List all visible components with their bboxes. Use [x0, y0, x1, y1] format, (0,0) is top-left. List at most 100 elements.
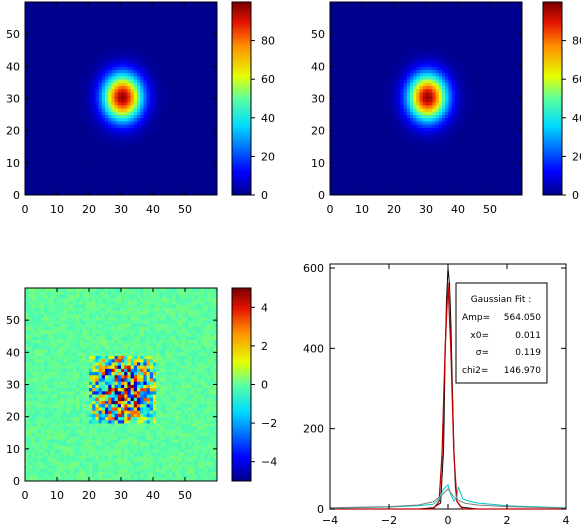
image-pixel [28, 72, 32, 77]
image-pixel [374, 175, 379, 180]
image-pixel [85, 101, 90, 106]
image-pixel [124, 95, 128, 99]
image-pixel [34, 121, 39, 125]
image-pixel [159, 172, 163, 177]
image-pixel [429, 185, 433, 189]
image-pixel [89, 143, 93, 148]
image-pixel [127, 95, 131, 99]
image-pixel [37, 140, 42, 144]
image-pixel [470, 188, 475, 193]
image-pixel [394, 166, 398, 170]
image-pixel [384, 140, 388, 144]
image-pixel [429, 175, 433, 180]
image-pixel [124, 92, 128, 96]
image-pixel [210, 14, 215, 19]
image-pixel [213, 88, 218, 93]
image-pixel [89, 53, 93, 58]
image-pixel [165, 182, 170, 186]
image-pixel [25, 27, 29, 32]
image-pixel [69, 8, 74, 13]
image-pixel [191, 72, 195, 77]
image-pixel [483, 127, 488, 132]
image-pixel [506, 191, 510, 196]
image-pixel [41, 43, 45, 48]
image-pixel [406, 156, 411, 161]
image-pixel [506, 188, 510, 193]
image-pixel [445, 143, 449, 148]
image-pixel [390, 188, 395, 193]
image-pixel [37, 162, 42, 167]
image-pixel [165, 82, 170, 87]
image-pixel [191, 121, 195, 125]
image-pixel [410, 172, 414, 177]
image-pixel [28, 92, 32, 96]
image-pixel [146, 182, 151, 186]
image-pixel [92, 124, 96, 128]
image-pixel [416, 140, 420, 144]
image-pixel [101, 169, 106, 173]
image-pixel [159, 21, 163, 25]
image-pixel [25, 162, 29, 167]
image-pixel [149, 85, 154, 90]
image-pixel [79, 104, 83, 109]
image-pixel [137, 114, 141, 119]
image-pixel [92, 156, 96, 161]
image-pixel [89, 2, 93, 6]
colorbar-step [232, 93, 251, 97]
image-pixel [41, 146, 45, 151]
image-pixel [69, 72, 74, 77]
image-pixel [362, 140, 366, 144]
image-pixel [346, 166, 350, 170]
image-pixel [400, 146, 404, 151]
image-pixel [400, 149, 404, 154]
image-pixel [435, 172, 440, 177]
image-pixel [117, 79, 122, 83]
image-pixel [44, 127, 48, 132]
image-pixel [137, 63, 141, 67]
image-pixel [426, 182, 430, 186]
image-pixel [384, 191, 388, 196]
image-pixel [85, 188, 90, 193]
image-pixel [111, 166, 115, 170]
image-pixel [429, 153, 433, 157]
image-pixel [146, 159, 151, 164]
image-pixel [201, 178, 205, 183]
image-pixel [346, 172, 350, 177]
image-pixel [365, 178, 369, 183]
image-pixel [159, 34, 163, 38]
image-pixel [496, 172, 500, 177]
image-pixel [172, 30, 176, 35]
image-pixel [146, 37, 151, 41]
image-pixel [493, 178, 497, 183]
image-pixel [31, 30, 35, 35]
image-pixel [419, 185, 424, 189]
image-pixel [194, 191, 199, 196]
image-pixel [140, 69, 144, 74]
image-pixel [111, 178, 115, 183]
image-pixel [149, 53, 154, 58]
image-pixel [149, 191, 154, 196]
image-pixel [480, 191, 484, 196]
image-pixel [400, 166, 404, 170]
image-pixel [85, 47, 90, 51]
image-pixel [117, 182, 122, 186]
image-pixel [181, 72, 186, 77]
image-pixel [95, 63, 99, 67]
image-pixel [53, 156, 58, 161]
image-pixel [79, 43, 83, 48]
image-pixel [82, 11, 87, 16]
image-pixel [509, 178, 513, 183]
image-pixel [352, 178, 356, 183]
image-pixel [60, 53, 64, 58]
image-pixel [204, 98, 208, 103]
image-pixel [60, 21, 64, 25]
image-pixel [63, 169, 67, 173]
image-pixel [400, 169, 404, 173]
image-pixel [41, 79, 45, 83]
image-pixel [66, 18, 71, 22]
image-pixel [60, 14, 64, 19]
image-pixel [66, 143, 71, 148]
image-pixel [143, 79, 147, 83]
image-pixel [44, 140, 48, 144]
image-pixel [153, 162, 157, 167]
